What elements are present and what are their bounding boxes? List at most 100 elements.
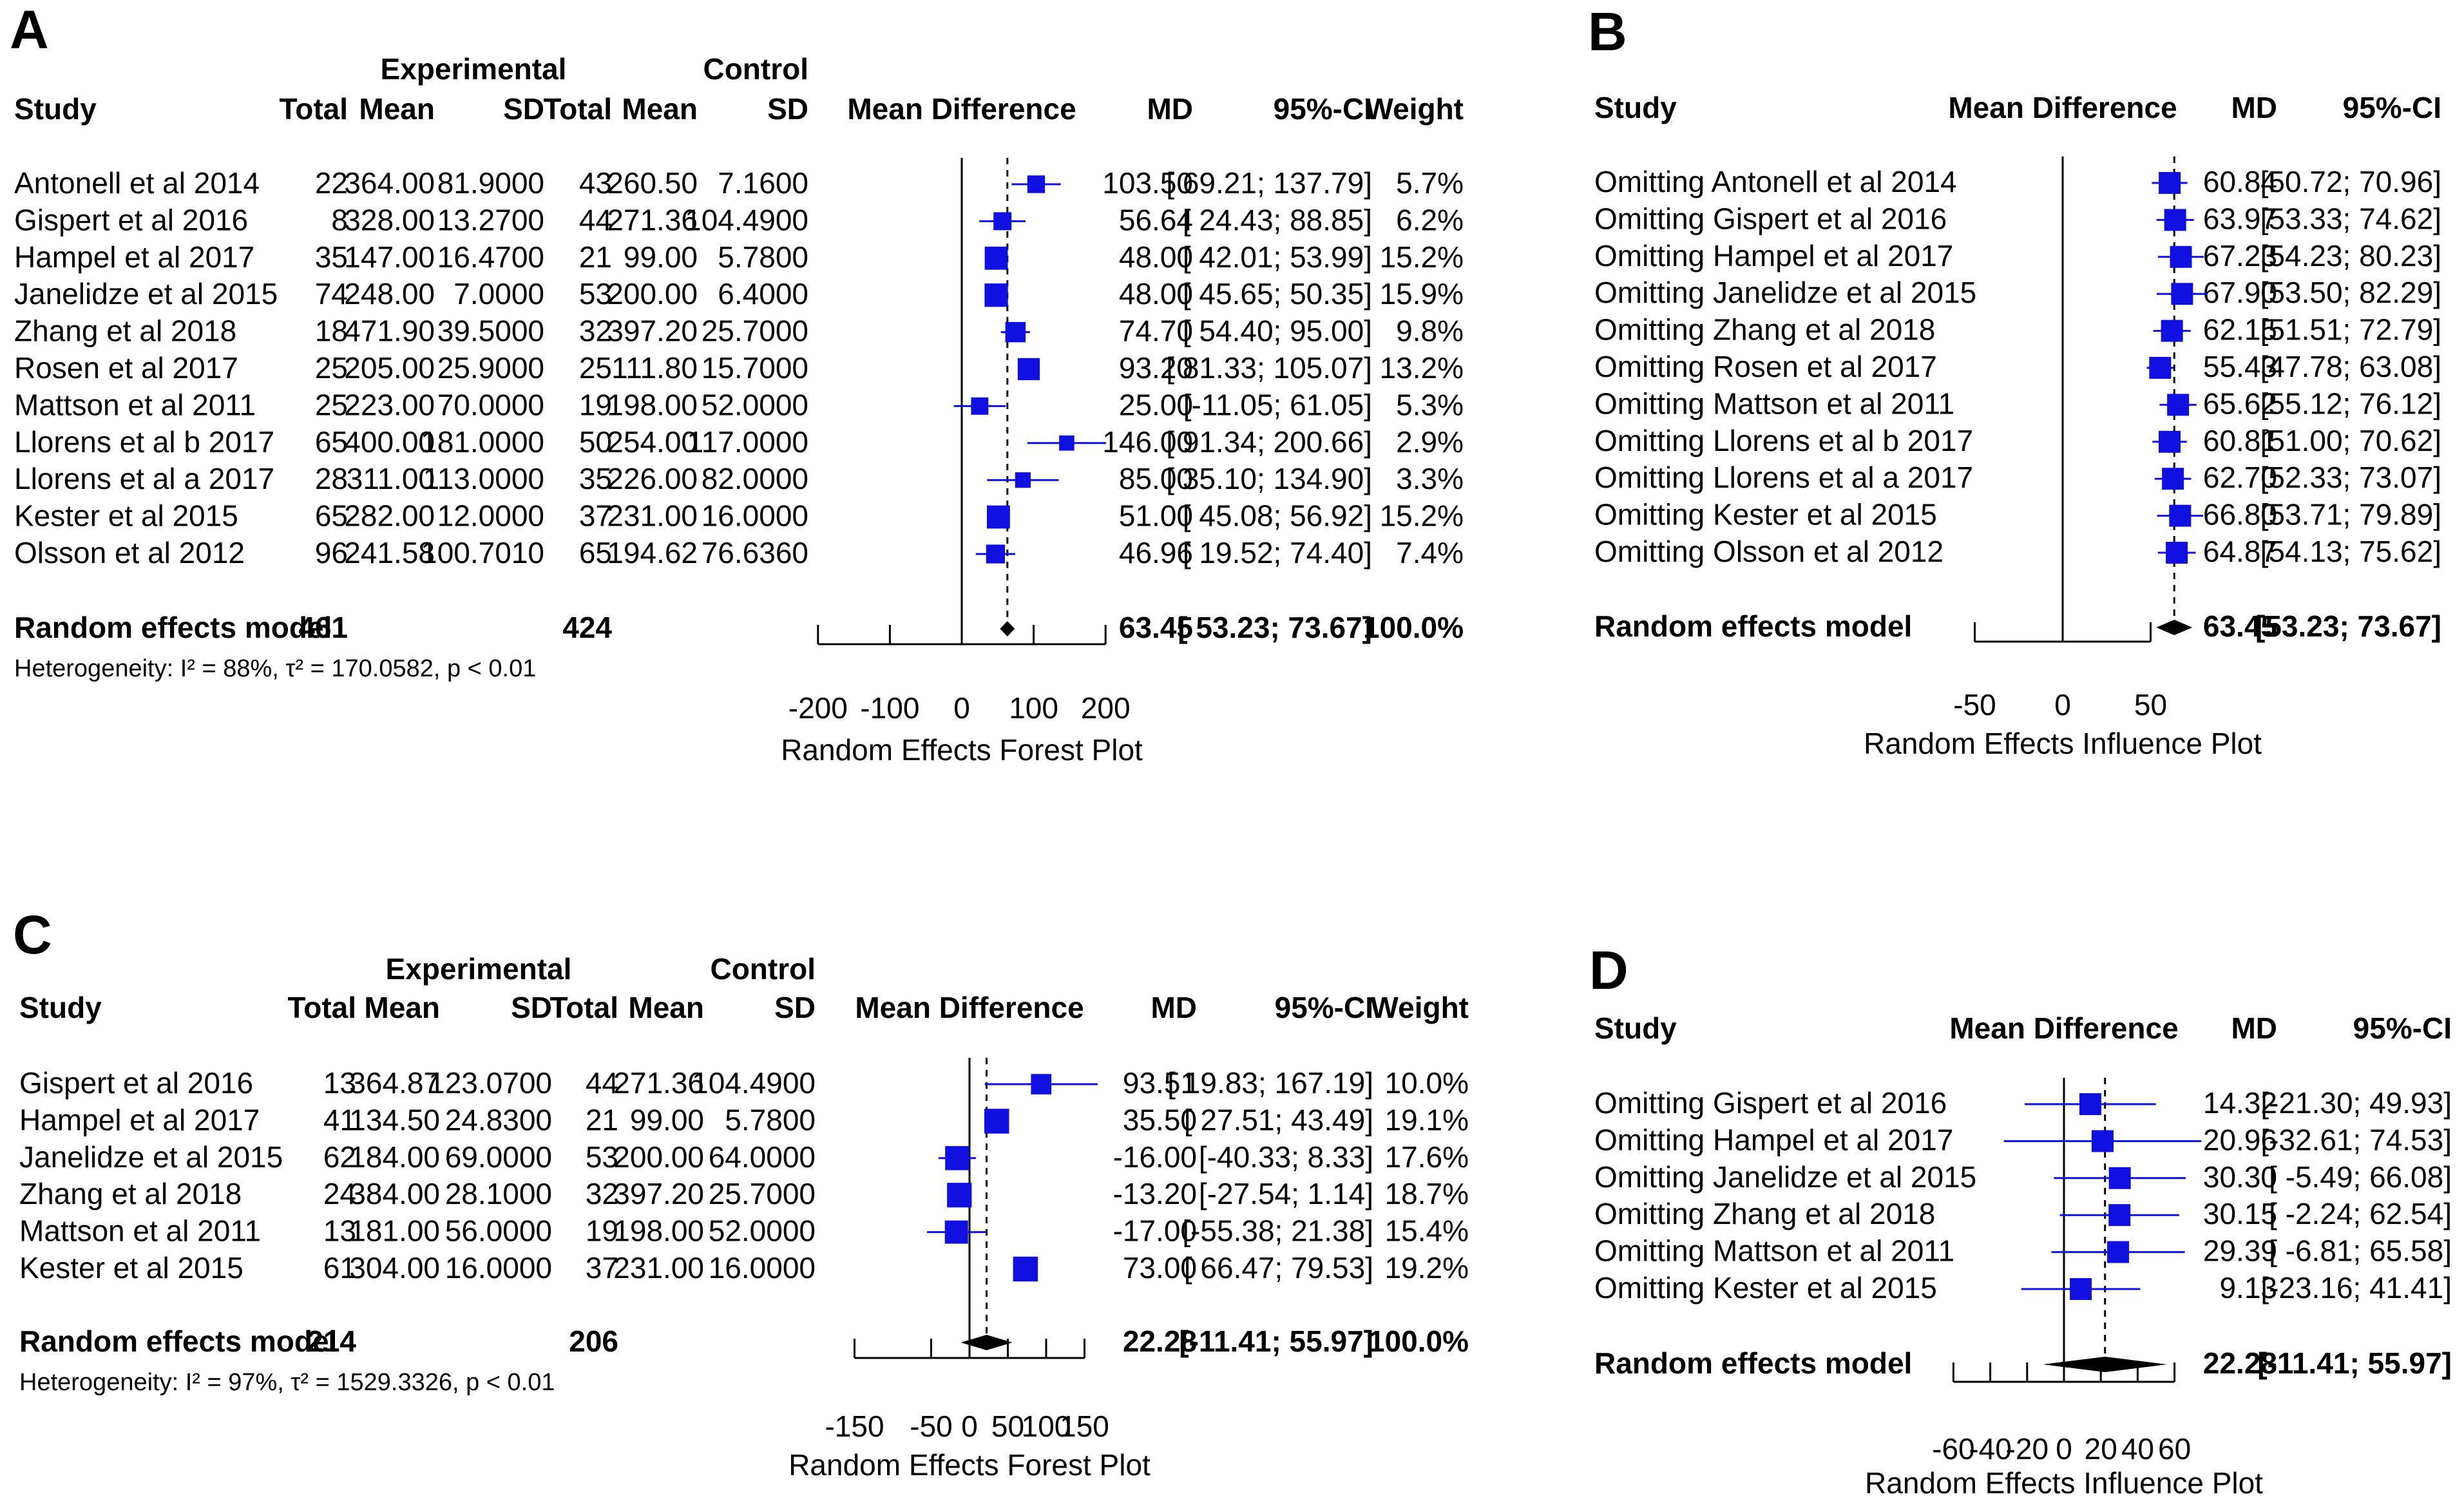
md-value: 74.70 xyxy=(1119,314,1193,348)
control-sd: 117.0000 xyxy=(687,425,808,459)
experimental-sd: 24.8300 xyxy=(445,1103,552,1136)
md-value: 30.30 xyxy=(2203,1160,2277,1194)
control-mean: 200.00 xyxy=(607,277,698,311)
effect-marker xyxy=(2108,1204,2131,1227)
ci-value: [ -2.24; 62.54] xyxy=(2269,1197,2452,1230)
experimental-sd: 123.0700 xyxy=(428,1066,552,1100)
experimental-total: 35 xyxy=(315,240,348,274)
effect-marker xyxy=(2164,209,2186,231)
experimental-mean: 400.00 xyxy=(344,425,435,459)
ci-value: [ 69.21; 137.79] xyxy=(1166,166,1372,200)
ci-value: [-21.30; 49.93] xyxy=(2260,1086,2452,1120)
md-value: 65.62 xyxy=(2203,387,2277,420)
md-value: 73.00 xyxy=(1123,1251,1197,1285)
weight-value: 9.8% xyxy=(1396,314,1464,348)
ci-value: [ 66.47; 79.53] xyxy=(1184,1251,1373,1285)
effect-marker xyxy=(945,1146,969,1171)
experimental-total: 8 xyxy=(331,203,348,236)
x-tick-label: 0 xyxy=(2054,688,2071,722)
experimental-sd: 81.9000 xyxy=(437,166,544,200)
ci-value: [47.78; 63.08] xyxy=(2260,350,2441,383)
experimental-sd: 16.0000 xyxy=(445,1251,552,1285)
ci-value: [-55.38; 21.38] xyxy=(1182,1214,1373,1248)
experimental-mean: 181.00 xyxy=(349,1214,440,1248)
control-sd: 16.0000 xyxy=(709,1251,816,1285)
header-mean-difference: Mean Difference xyxy=(1949,1011,2178,1045)
experimental-total: 62 xyxy=(323,1140,356,1174)
effect-marker xyxy=(2070,1278,2092,1300)
ci-value: [ 24.43; 88.85] xyxy=(1183,203,1372,236)
x-tick-label: -60 xyxy=(1932,1432,1974,1466)
header-total: Total xyxy=(280,92,348,126)
control-total: 35 xyxy=(579,462,612,495)
md-value: 103.50 xyxy=(1102,166,1193,200)
md-value: 93.20 xyxy=(1119,351,1193,385)
effect-marker xyxy=(1059,435,1074,451)
study-row: Omitting Zhang et al 2018 30.15[ -2.24; 6… xyxy=(1594,1197,2452,1230)
x-tick-label: 0 xyxy=(961,1410,978,1443)
md-value: -16.00 xyxy=(1113,1140,1197,1174)
study-name: Gispert et al 2016 xyxy=(14,203,248,236)
weight-value: 3.3% xyxy=(1396,462,1464,495)
study-row: Omitting Kester et al 2015 9.13[-23.16; 4… xyxy=(1594,1271,2452,1305)
control-sd: 64.0000 xyxy=(709,1140,816,1174)
ci-value: [ 54.40; 95.00] xyxy=(1183,314,1372,348)
md-value: 20.96 xyxy=(2203,1123,2277,1156)
control-sd: 25.7000 xyxy=(702,314,808,348)
summary-label: Random effects model xyxy=(1594,1346,1912,1380)
experimental-sd: 16.4700 xyxy=(437,240,544,274)
md-value: 56.64 xyxy=(1119,203,1193,236)
md-value: 67.90 xyxy=(2203,276,2277,309)
effect-marker xyxy=(971,397,989,415)
experimental-mean: 328.00 xyxy=(344,203,435,236)
md-value: 60.81 xyxy=(2203,424,2277,457)
study-row: Omitting Olsson et al 2012 64.87[54.13; 7… xyxy=(1594,535,2441,568)
study-name: Mattson et al 2011 xyxy=(19,1214,261,1248)
control-sd: 7.1600 xyxy=(718,166,808,200)
experimental-sd: 13.2700 xyxy=(437,203,544,236)
summary-ci: [-11.41; 55.97] xyxy=(1179,1324,1373,1358)
weight-value: 19.1% xyxy=(1385,1103,1469,1136)
study-row: Omitting Kester et al 2015 66.80[53.71; 7… xyxy=(1594,498,2441,531)
study-name: Zhang et al 2018 xyxy=(19,1177,242,1210)
effect-marker xyxy=(1005,321,1026,343)
control-total: 53 xyxy=(586,1140,618,1174)
control-sd: 5.7800 xyxy=(718,240,808,274)
ci-value: [ 81.33; 105.07] xyxy=(1166,351,1372,385)
effect-marker xyxy=(2170,245,2192,268)
study-row: Omitting Rosen et al 2017 55.43[47.78; 63… xyxy=(1594,350,2441,383)
heterogeneity: Heterogeneity: I² = 88%, τ² = 170.0582, … xyxy=(14,655,536,682)
summary-label: Random effects model xyxy=(19,1324,337,1358)
control-total: 21 xyxy=(586,1103,618,1136)
ci-value: [ 42.01; 53.99] xyxy=(1183,240,1372,274)
header-study: Study xyxy=(14,92,97,126)
control-sd: 104.4900 xyxy=(692,1066,816,1100)
control-mean: 198.00 xyxy=(613,1214,704,1248)
control-total: 19 xyxy=(579,388,612,421)
experimental-mean: 282.00 xyxy=(344,499,435,533)
md-value: 63.97 xyxy=(2203,202,2277,235)
x-tick-label: -40 xyxy=(1969,1432,2011,1466)
ci-value: [54.23; 80.23] xyxy=(2260,239,2441,272)
control-mean: 271.36 xyxy=(613,1066,704,1100)
header-sd: SD xyxy=(503,92,544,126)
summary-experimental-total: 461 xyxy=(298,611,348,644)
study-row: Omitting Llorens et al a 2017 62.70[52.33… xyxy=(1594,461,2441,494)
experimental-mean: 364.87 xyxy=(349,1066,440,1100)
experimental-mean: 311.00 xyxy=(347,462,435,495)
summary-ci: [53.23; 73.67] xyxy=(2255,609,2441,643)
x-axis-title: Random Effects Influence Plot xyxy=(1865,1466,2263,1500)
study-name: Omitting Zhang et al 2018 xyxy=(1594,1197,1935,1230)
study-name: Omitting Mattson et al 2011 xyxy=(1594,1234,1954,1268)
experimental-mean: 134.50 xyxy=(349,1103,440,1136)
x-axis-title: Random Effects Forest Plot xyxy=(788,1448,1151,1482)
study-name: Antonell et al 2014 xyxy=(14,166,260,200)
experimental-total: 13 xyxy=(323,1214,356,1248)
study-name: Janelidze et al 2015 xyxy=(14,277,278,311)
